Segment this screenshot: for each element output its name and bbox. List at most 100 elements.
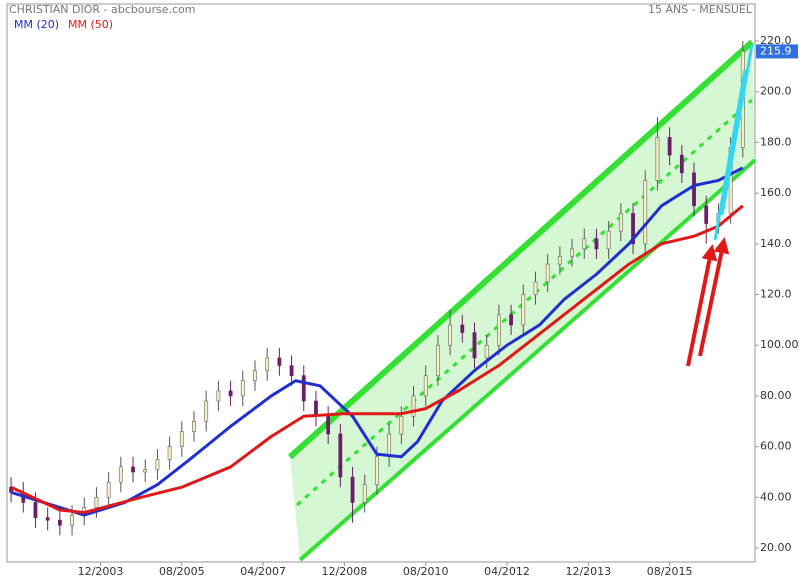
x-tick-label: 12/2003: [78, 565, 124, 578]
candle: [204, 390, 209, 432]
candle-body: [460, 324, 465, 333]
arrow: [698, 237, 730, 357]
candle: [545, 253, 550, 292]
candle: [679, 144, 684, 183]
candle-body: [667, 137, 672, 156]
x-tick-label: 04/2012: [484, 565, 530, 578]
candle-body: [436, 344, 440, 376]
candle-body: [216, 390, 221, 402]
candle-body: [289, 365, 294, 376]
candle-body: [94, 497, 99, 508]
candle-body: [106, 481, 111, 498]
arrow: [686, 244, 718, 367]
channel-lower: [298, 158, 757, 562]
y-tick-label: 100.00: [760, 338, 799, 351]
candle: [692, 162, 696, 216]
candle-body: [301, 375, 306, 402]
candle-body: [57, 519, 62, 526]
candle: [594, 228, 599, 260]
last-price-label: 215.9: [760, 44, 792, 57]
legend-label: MM (50): [68, 18, 113, 31]
candle: [45, 507, 50, 531]
candle: [496, 304, 501, 356]
candle: [667, 127, 672, 166]
candle-body: [557, 256, 562, 265]
candle-body: [606, 230, 611, 250]
candle: [460, 314, 465, 343]
candle-body: [338, 433, 343, 478]
candle-body: [155, 459, 160, 470]
chart-subtitle: 15 ANS - MENSUEL: [648, 3, 753, 16]
y-tick-label: 40.00: [760, 490, 792, 503]
candle: [289, 355, 294, 386]
trend-line: [720, 44, 754, 216]
candle: [643, 170, 648, 254]
candle: [216, 380, 221, 412]
candle-body: [570, 248, 574, 257]
candle-body: [143, 469, 148, 473]
candle-body: [496, 314, 501, 346]
candle-body: [204, 400, 209, 422]
candle: [192, 411, 196, 442]
last-price-box: [756, 44, 798, 59]
candle: [338, 423, 343, 488]
candle-body: [350, 476, 355, 503]
candle-body: [643, 180, 648, 245]
y-tick-label: 140.0: [760, 237, 792, 250]
candle: [362, 474, 367, 513]
candle: [106, 472, 111, 508]
moving-average-line: [10, 204, 744, 515]
candle-body: [594, 238, 599, 250]
candle: [301, 365, 306, 412]
candle-body: [582, 238, 587, 250]
y-tick-label: 180.0: [760, 135, 792, 148]
candle: [521, 284, 526, 336]
candle: [570, 238, 574, 267]
candle-body: [692, 172, 696, 207]
y-tick-label: 60.00: [760, 440, 792, 453]
candle: [436, 335, 440, 386]
candle-body: [704, 205, 709, 224]
candle: [655, 117, 660, 191]
x-tick-label: 08/2005: [159, 565, 205, 578]
candle-body: [375, 456, 379, 485]
candle: [631, 203, 635, 254]
candle-body: [509, 314, 513, 326]
candle-body: [240, 380, 245, 397]
candle: [509, 304, 513, 336]
candle-body: [472, 332, 477, 359]
legend-label: MM (20): [14, 18, 59, 31]
candle: [423, 365, 428, 407]
y-tick-label: 20.00: [760, 541, 792, 554]
chart-title: CHRISTIAN DIOR - abcbourse.com: [9, 3, 195, 16]
y-tick-label: 220.0: [760, 34, 792, 47]
candle-body: [387, 433, 392, 458]
candle: [57, 510, 62, 536]
candle-body: [362, 484, 367, 503]
candle: [240, 370, 245, 407]
y-tick-label: 80.00: [760, 389, 792, 402]
candle-body: [521, 294, 526, 326]
candle: [557, 246, 562, 275]
trend-line: [713, 69, 747, 241]
y-tick-label: 120.0: [760, 288, 792, 301]
candle: [253, 360, 257, 391]
candle-body: [399, 415, 404, 435]
candle-body: [679, 154, 684, 174]
candle-body: [228, 390, 233, 397]
candle: [618, 203, 623, 242]
candle: [277, 347, 282, 376]
candle-body: [411, 395, 416, 417]
x-tick-label: 08/2010: [403, 565, 449, 578]
candle-body: [33, 502, 38, 518]
candle-body: [618, 213, 623, 232]
candle-body: [277, 357, 282, 366]
candle: [411, 385, 416, 427]
candle-body: [545, 263, 550, 283]
y-tick-label: 160.0: [760, 186, 792, 199]
candle-body: [45, 517, 50, 521]
candle: [448, 309, 453, 356]
candle: [582, 228, 587, 260]
candle: [143, 459, 148, 483]
